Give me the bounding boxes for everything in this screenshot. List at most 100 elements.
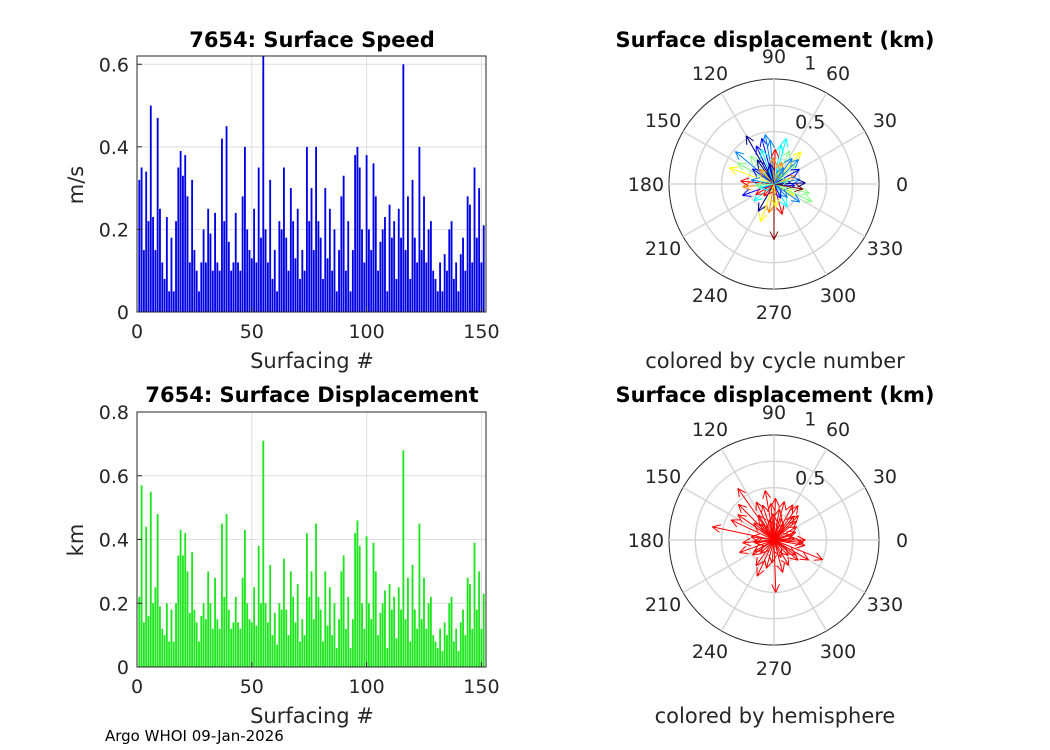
polar-cycle-arrowhead (797, 178, 806, 184)
speed-bar (138, 179, 141, 312)
speed-bar (209, 233, 212, 312)
speed-bar (393, 221, 396, 312)
displacement-bar (204, 619, 207, 667)
polar-hemisphere-arrowhead (762, 504, 770, 512)
displacement-bar (152, 603, 154, 667)
polar-cycle-subtitle: colored by cycle number (645, 349, 905, 373)
polar-hemisphere-arrowhead (793, 551, 799, 561)
speed-bar (253, 208, 256, 312)
polar-hemisphere-arrowhead (782, 523, 784, 533)
polar-hemisphere-vector (773, 539, 782, 558)
polar-hemisphere-arrowhead (772, 513, 778, 522)
speed-bar (469, 204, 471, 312)
polar-hemisphere-arrowhead (750, 533, 760, 538)
displacement-bar (443, 622, 446, 667)
displacement-bar (179, 529, 182, 667)
displacement-bar (255, 625, 258, 667)
displacement-bar (455, 628, 458, 667)
displacement-bar (326, 625, 329, 667)
polar-hemisphere-arrowhead (712, 524, 722, 528)
speed-bar (457, 291, 460, 312)
speed-chart-title: 7654: Surface Speed (189, 28, 435, 52)
displacement-bar (349, 647, 352, 667)
displacement-bar (303, 635, 306, 667)
polar-cycle-angle-label: 180 (628, 174, 664, 196)
polar-hemisphere-vector (757, 514, 775, 541)
polar-hemisphere-angle-label: 90 (762, 402, 786, 424)
speed-bar (466, 196, 469, 312)
polar-hemisphere-angle-label: 60 (826, 419, 850, 441)
speed-bar (168, 291, 171, 312)
speed-xtick-label: 100 (348, 321, 384, 343)
polar-hemisphere-vector (771, 539, 775, 564)
speed-ytick-label: 0.6 (99, 54, 129, 76)
speed-bar (411, 179, 414, 312)
displacement-bar (413, 609, 416, 667)
polar-hemisphere-arrowhead (789, 557, 799, 561)
displacement-bar (214, 577, 216, 667)
polar-hemisphere-arrowhead (774, 551, 782, 558)
polar-cycle-vector (773, 162, 783, 185)
displacement-bar (182, 555, 184, 667)
speed-bar (271, 278, 274, 312)
polar-hemisphere-arrowhead (778, 501, 785, 509)
polar-hemisphere-arrowhead (785, 534, 793, 542)
polar-cycle-vector (773, 144, 782, 185)
polar-hemisphere-arrowhead (752, 541, 762, 546)
polar-hemisphere-arrowhead (755, 537, 763, 544)
polar-hemisphere-vector (773, 539, 804, 544)
displacement-bar (340, 571, 343, 667)
polar-hemisphere-arrowhead (787, 556, 790, 566)
displacement-bar (225, 514, 228, 667)
polar-hemisphere-arrowhead (755, 556, 758, 566)
speed-bar (315, 146, 318, 312)
polar-cycle-vector (773, 159, 799, 185)
polar-cycle-angle-label: 300 (820, 285, 856, 307)
speed-bar (418, 146, 421, 312)
polar-hemisphere-arrowhead (752, 536, 762, 543)
polar-hemisphere-arrowhead (776, 565, 784, 573)
displacement-bar (253, 587, 256, 667)
polar-hemisphere-arrowhead (768, 554, 773, 564)
speed-bar (427, 229, 430, 312)
polar-hemisphere-arrowhead (797, 535, 806, 541)
speed-bar (161, 262, 164, 312)
displacement-bar (280, 609, 283, 667)
polar-hemisphere-vector (712, 526, 775, 541)
polar-cycle-arrowhead (737, 162, 747, 165)
displacement-bar (248, 619, 251, 667)
polar-cycle-angle-label: 270 (756, 302, 792, 324)
displacement-bar (434, 641, 437, 667)
polar-hemisphere-arrowhead (773, 508, 780, 517)
polar-hemisphere-vector (738, 504, 775, 541)
polar-hemisphere-arrowhead (789, 531, 797, 539)
speed-bar (425, 262, 428, 312)
polar-cycle-vector (773, 138, 787, 185)
polar-hemisphere-spoke (720, 539, 775, 632)
displacement-bar (452, 641, 455, 667)
speed-bar (446, 270, 448, 312)
speed-bar (154, 250, 157, 312)
polar-hemisphere-radius-label: 0.5 (795, 467, 825, 489)
polar-hemisphere-subtitle: colored by hemisphere (655, 704, 896, 728)
polar-hemisphere-arrowhead (796, 544, 806, 549)
speed-bar (152, 217, 154, 312)
speed-bar (448, 229, 451, 312)
displacement-bar (241, 577, 244, 667)
speed-bar (280, 229, 283, 312)
polar-cycle-arrowhead (782, 167, 784, 177)
polar-cycle-arrowhead (782, 150, 790, 157)
displacement-bar (269, 565, 272, 667)
speed-bar (248, 250, 251, 312)
displacement-bar (237, 622, 239, 667)
polar-hemisphere-arrowhead (785, 504, 794, 511)
polar-chart-cycle: Surface displacement (km) colored by cyc… (615, 28, 934, 373)
polar-hemisphere-arrowhead (738, 503, 748, 508)
polar-hemisphere-arrowhead (783, 501, 787, 511)
polar-cycle-vector (752, 168, 775, 185)
speed-bar (404, 250, 407, 312)
speed-bar (478, 188, 481, 312)
polar-cycle-arrowhead (779, 201, 788, 208)
polar-hemisphere-arrowhead (758, 514, 767, 521)
polar-cycle-arrowhead (760, 214, 768, 222)
